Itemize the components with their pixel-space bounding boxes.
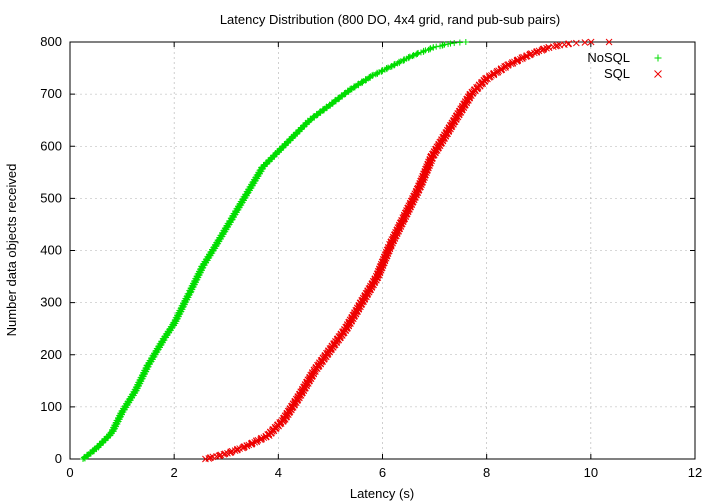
data-point bbox=[347, 85, 354, 92]
data-point bbox=[205, 455, 213, 462]
series-nosql bbox=[80, 39, 469, 462]
data-point bbox=[520, 53, 527, 61]
data-point bbox=[385, 64, 392, 71]
data-point bbox=[354, 81, 361, 88]
y-tick-label: 800 bbox=[40, 34, 62, 49]
data-point bbox=[572, 39, 580, 47]
x-axis-ticks: 0 2 4 6 8 10 12 bbox=[66, 42, 702, 480]
y-tick-label: 500 bbox=[40, 190, 62, 205]
x-tick-label: 6 bbox=[379, 465, 386, 480]
data-point bbox=[391, 61, 398, 68]
data-point bbox=[310, 113, 317, 120]
y-tick-label: 600 bbox=[40, 138, 62, 153]
data-point bbox=[451, 40, 458, 47]
data-point bbox=[391, 60, 398, 67]
data-point bbox=[439, 42, 446, 49]
y-tick-label: 400 bbox=[40, 243, 62, 258]
legend-marker-glyph bbox=[654, 54, 662, 62]
data-point bbox=[414, 50, 421, 57]
x-axis-label: Latency (s) bbox=[350, 486, 414, 501]
series-sql bbox=[202, 38, 613, 463]
x-tick-label: 8 bbox=[483, 465, 490, 480]
y-tick-label: 200 bbox=[40, 347, 62, 362]
x-tick-label: 0 bbox=[66, 465, 73, 480]
y-tick-label: 0 bbox=[55, 451, 62, 466]
chart-title: Latency Distribution (800 DO, 4x4 grid, … bbox=[220, 12, 560, 27]
data-point bbox=[587, 38, 595, 46]
data-point bbox=[581, 39, 589, 46]
data-point bbox=[254, 436, 262, 444]
data-point bbox=[427, 45, 434, 52]
data-point bbox=[422, 47, 429, 54]
legend: NoSQL SQL bbox=[587, 50, 662, 81]
data-point bbox=[409, 53, 416, 60]
y-tick-label: 100 bbox=[40, 399, 62, 414]
legend-marker-sql bbox=[654, 70, 662, 78]
x-tick-label: 12 bbox=[688, 465, 702, 480]
data-point bbox=[370, 71, 377, 78]
data-point bbox=[447, 40, 454, 47]
data-point bbox=[490, 69, 498, 77]
legend-label-sql: SQL bbox=[604, 66, 630, 81]
data-point bbox=[406, 53, 413, 60]
x-tick-label: 2 bbox=[171, 465, 178, 480]
data-point bbox=[426, 45, 433, 52]
data-point bbox=[433, 43, 440, 50]
data-point bbox=[605, 38, 613, 46]
data-point bbox=[378, 67, 385, 74]
data-point bbox=[379, 67, 386, 74]
data-point bbox=[430, 44, 437, 51]
legend-marker-nosql bbox=[654, 54, 662, 62]
data-point bbox=[397, 58, 404, 65]
data-point bbox=[565, 40, 573, 47]
data-point bbox=[234, 445, 241, 453]
data-point bbox=[456, 39, 463, 46]
series-layer bbox=[80, 38, 613, 463]
data-point bbox=[331, 97, 338, 104]
data-point bbox=[497, 65, 505, 72]
legend-label-nosql: NoSQL bbox=[587, 50, 630, 65]
data-point bbox=[415, 49, 422, 56]
y-tick-label: 300 bbox=[40, 295, 62, 310]
data-point bbox=[533, 48, 541, 55]
data-point bbox=[207, 454, 214, 461]
data-point bbox=[518, 54, 526, 61]
gridlines bbox=[70, 42, 695, 459]
data-point bbox=[320, 106, 327, 113]
data-point bbox=[369, 72, 376, 79]
plot-frame bbox=[69, 41, 696, 460]
data-point bbox=[221, 450, 229, 458]
data-point bbox=[80, 454, 87, 461]
data-point bbox=[387, 64, 394, 71]
data-point bbox=[553, 42, 561, 50]
data-point bbox=[493, 67, 501, 75]
data-point bbox=[462, 39, 469, 45]
data-point bbox=[549, 43, 557, 51]
data-point bbox=[543, 44, 550, 52]
x-tick-label: 10 bbox=[584, 465, 598, 480]
data-point bbox=[316, 108, 323, 115]
y-axis-ticks: 0 100 200 300 400 500 600 700 800 bbox=[40, 34, 695, 466]
data-point bbox=[369, 72, 376, 79]
y-axis-label: Number data objects received bbox=[4, 164, 19, 337]
data-point bbox=[505, 61, 512, 68]
y-tick-label: 700 bbox=[40, 86, 62, 101]
data-point bbox=[441, 41, 448, 48]
data-point bbox=[552, 42, 560, 50]
legend-marker-glyph bbox=[654, 70, 662, 78]
data-point bbox=[486, 72, 493, 80]
data-point bbox=[227, 448, 235, 456]
data-point bbox=[252, 437, 260, 445]
data-point bbox=[405, 54, 412, 61]
data-point bbox=[410, 52, 417, 59]
x-tick-label: 4 bbox=[275, 465, 282, 480]
data-point bbox=[341, 90, 348, 97]
